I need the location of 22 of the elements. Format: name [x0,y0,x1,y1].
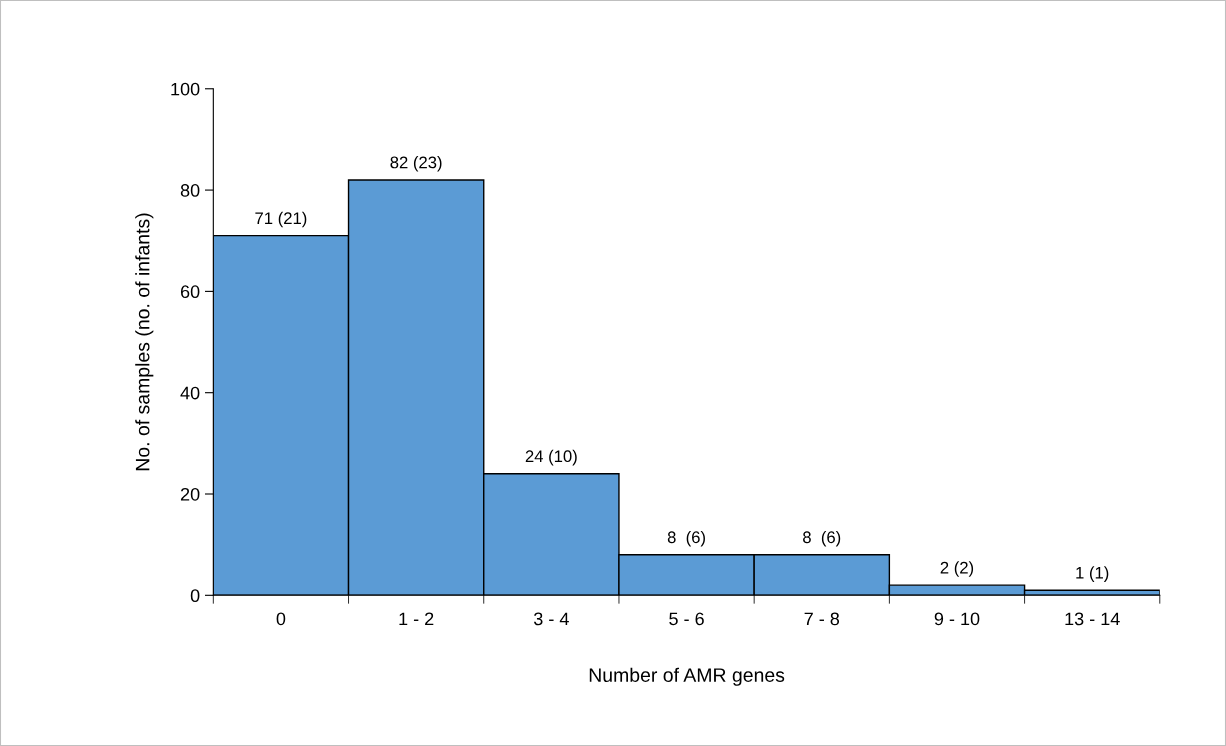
y-tick-label: 40 [180,386,200,400]
x-tick-label: 0 [276,612,286,626]
y-tick-label: 60 [180,285,200,299]
data-label: 71 (21) [255,211,307,228]
y-axis-title: No. of samples (no. of infants) [135,213,154,471]
y-tick-label: 20 [180,487,200,501]
y-tick-label: 80 [180,184,200,197]
data-label: 24 (10) [525,449,577,466]
x-tick-label: 5 - 6 [669,612,704,626]
x-tick-label: 9 - 10 [934,612,980,626]
data-label: 1 (1) [1076,566,1109,582]
x-tick-label: 3 - 4 [533,612,569,626]
data-label: 82 (23) [390,156,442,172]
x-tick-label: 13 - 14 [1065,612,1120,626]
data-label: 8 (6) [667,530,705,547]
x-tick-label: 1 - 2 [399,612,434,626]
y-tick-label: 0 [190,589,200,603]
data-label: 8 (6) [803,530,841,547]
x-axis-title: Number of AMR genes [589,667,785,686]
y-tick-label: 100 [171,82,200,96]
x-tick-label: 7 - 8 [804,612,840,626]
data-label: 2 (2) [940,561,974,577]
